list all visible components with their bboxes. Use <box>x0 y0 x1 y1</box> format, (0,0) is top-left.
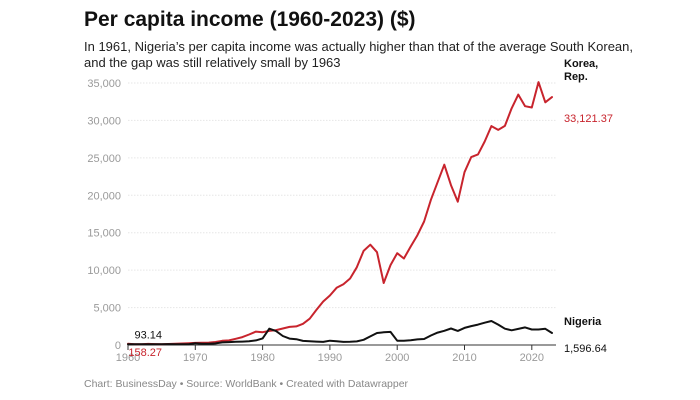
y-axis-ticks: 0 5,000 10,000 15,000 20,000 25,000 30,000 35,0… <box>87 78 121 352</box>
y-tick-label: 5,000 <box>93 303 121 315</box>
x-tick-label: 1970 <box>183 352 207 364</box>
y-tick-label: 25,000 <box>87 153 121 165</box>
chart-subtitle: In 1961, Nigeria’s per capita income was… <box>84 39 633 70</box>
gridlines <box>128 82 556 309</box>
series-start-label: 93.14 <box>134 329 162 341</box>
y-tick-label: 15,000 <box>87 228 121 240</box>
y-tick-label: 0 <box>115 340 121 352</box>
series-name-label: Nigeria <box>564 316 602 328</box>
x-tick-label: 2000 <box>385 352 409 364</box>
series-start-label: 158.27 <box>128 347 162 359</box>
x-tick-label: 1990 <box>318 352 342 364</box>
y-tick-label: 30,000 <box>87 115 121 127</box>
series-name-label: Rep. <box>564 71 588 83</box>
chart-footer: Chart: BusinessDay • Source: WorldBank •… <box>84 378 409 390</box>
y-tick-label: 35,000 <box>87 78 121 90</box>
x-tick-label: 1980 <box>250 352 274 364</box>
x-tick-label: 1960 <box>116 352 140 364</box>
series-line-korea-rep <box>127 81 553 346</box>
x-tick-label: 2010 <box>452 352 476 364</box>
y-tick-label: 20,000 <box>87 190 121 202</box>
x-axis: 1960 1970 1980 1990 2000 2010 2020 <box>116 344 556 364</box>
series-end-value-label: 33,121.37 <box>564 113 613 125</box>
y-tick-label: 10,000 <box>87 265 121 277</box>
series-end-value-label: 1,596.64 <box>564 343 607 355</box>
chart-title: Per capita income (1960-2023) ($) <box>84 8 416 31</box>
series-name-label: Korea, <box>564 58 598 70</box>
series-lines <box>127 81 553 346</box>
x-tick-label: 2020 <box>520 352 544 364</box>
series-labels: 158.27 Korea,Rep. 33,121.37 93.14 Nigeria 1,5… <box>128 58 613 359</box>
series-line-nigeria <box>127 320 553 346</box>
